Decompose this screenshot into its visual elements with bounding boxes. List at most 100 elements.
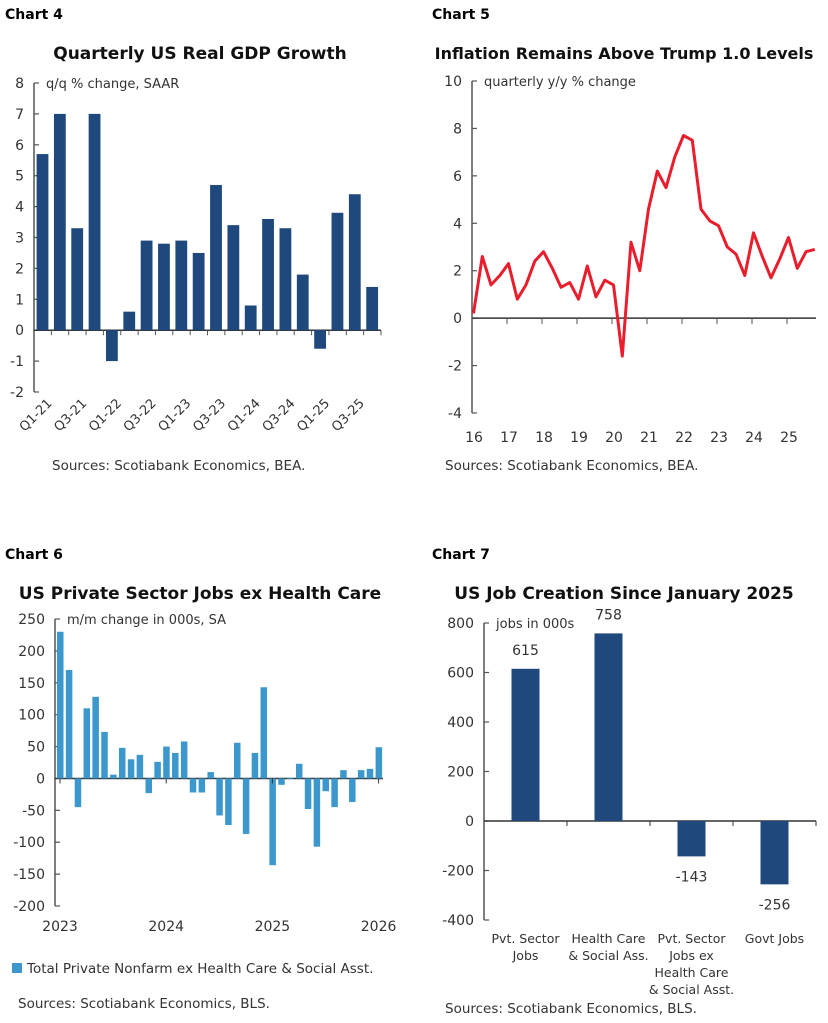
chart5-y-tick-label: -2 (448, 359, 462, 375)
chart5-y-tick-label: 2 (453, 264, 462, 280)
chart6-bar (313, 778, 321, 847)
chart4-x-tick-label: Q3-24 (260, 396, 299, 435)
chart7-y-tick-label: 400 (447, 715, 474, 731)
chart7-x-tick-label: Jobs (512, 948, 539, 963)
chart4-x-tick-label: Q1-23 (156, 396, 195, 435)
chart4-bar (53, 113, 66, 331)
chart4-x-tick-label: Q3-25 (329, 396, 368, 435)
chart4-y-tick-label: 3 (15, 231, 24, 247)
chart4-x-tick-label: Q3-22 (121, 396, 160, 435)
chart6-bar (136, 754, 144, 779)
chart5-y-tick-label: 8 (453, 121, 462, 137)
chart4-bar (244, 305, 257, 331)
chart6-y-tick-label: 0 (36, 771, 45, 787)
chart7-data-label: -143 (676, 869, 708, 885)
chart6-bar (269, 778, 276, 866)
chart4-bar (123, 311, 136, 331)
chart4-title: Quarterly US Real GDP Growth (53, 44, 347, 64)
chart4-y-tick-label: -1 (10, 354, 24, 370)
chart7-x-tick-label: & Social Asst. (649, 982, 734, 997)
chart6-bar (216, 778, 223, 816)
chart6-bar (180, 741, 188, 779)
chart4-bar (348, 194, 361, 331)
chart7-data-label: -256 (759, 897, 791, 913)
chart4-bar (210, 184, 222, 331)
chart5-y-tick-label: 10 (444, 74, 462, 90)
chart6-legend-label: Total Private Nonfarm ex Health Care & S… (26, 961, 373, 977)
chart4-bar (106, 330, 118, 362)
chart6-bar (101, 731, 108, 779)
chart4-source: Sources: Scotiabank Economics, BEA. (52, 458, 305, 474)
chart6-y-tick-label: 100 (18, 708, 45, 724)
chart7-x-tick-label: & Social Ass. (568, 948, 648, 963)
chart6-bar (260, 687, 268, 779)
chart5-y-tick-label: 4 (453, 216, 462, 232)
chart4-bar (175, 240, 188, 331)
chart6-y-tick-label: 200 (18, 644, 45, 660)
chart6-y-tick-label: -50 (22, 803, 45, 819)
chart7-source: Sources: Scotiabank Economics, BLS. (445, 1001, 697, 1017)
chart6-bar (110, 774, 117, 779)
chart6-x-tick-label: 2023 (42, 919, 78, 935)
chart7-x-tick-label: Pvt. Sector (658, 931, 727, 946)
chart7-bar (594, 633, 623, 821)
chart6-bar (357, 770, 365, 779)
chart4-y-tick-label: -2 (10, 385, 24, 401)
chart4-bar (331, 212, 344, 331)
chart6-bar (375, 747, 383, 779)
chart7-label: Chart 7 (432, 547, 490, 563)
chart4-bar (296, 274, 309, 331)
chart4-bar (366, 286, 379, 331)
chart5-title: Inflation Remains Above Trump 1.0 Levels (434, 44, 814, 63)
chart6-y-tick-label: 150 (18, 676, 45, 692)
chart7-x-tick-label: Health Care (572, 931, 646, 946)
chart7-bar (511, 668, 540, 821)
chart6-y-tick-label: -150 (13, 867, 45, 883)
chart7-x-tick-label: Health Care (655, 965, 729, 980)
chart4-x-tick-label: Q1-21 (17, 396, 56, 435)
chart7-y-tick-label: 0 (465, 814, 474, 830)
chart6-bar (74, 778, 82, 808)
chart7-bar (760, 821, 789, 885)
chart7-x-tick-label: Pvt. Sector (492, 931, 561, 946)
chart4-x-tick-label: Q1-25 (294, 396, 333, 435)
chart7-y-tick-label: 600 (447, 666, 474, 682)
chart6-bar (92, 696, 99, 779)
chart6-bar (189, 778, 197, 793)
chart6-bar (83, 708, 91, 779)
chart6-legend-swatch (12, 963, 22, 973)
chart5-x-tick-label: 16 (465, 430, 483, 446)
chart6-bar (127, 759, 135, 779)
chart5-x-tick-label: 17 (500, 430, 518, 446)
chart6-bar (57, 631, 64, 779)
chart6-bar (349, 778, 356, 803)
chart4-x-tick-label: Q3-23 (190, 396, 229, 435)
chart7-y-tick-label: -400 (442, 913, 474, 929)
chart6-bar (340, 770, 347, 779)
chart4-bar (88, 113, 101, 331)
chart4-bar (192, 252, 205, 331)
chart7-ylabel: jobs in 000s (495, 617, 575, 632)
chart7-data-label: 758 (595, 607, 622, 623)
chart6-x-tick-label: 2025 (255, 919, 291, 935)
chart4-bar (262, 218, 274, 331)
chart4-y-tick-label: 0 (15, 323, 24, 339)
chart6-bar (287, 777, 294, 779)
chart4-ylabel: q/q % change, SAAR (46, 77, 179, 92)
chart6-bar (331, 778, 338, 808)
chart5-x-tick-label: 25 (780, 430, 798, 446)
chart6-bar (154, 761, 161, 779)
chart6-y-tick-label: 250 (18, 612, 45, 628)
chart6-x-tick-label: 2026 (361, 919, 397, 935)
chart5-x-tick-label: 23 (710, 430, 728, 446)
chart4-bar (71, 228, 84, 331)
chart5-line-series (472, 134, 816, 358)
chart6-bar (172, 752, 179, 779)
chart5-y-tick-label: 6 (453, 169, 462, 185)
chart6-ylabel: m/m change in 000s, SA (67, 613, 226, 628)
chart4-x-tick-label: Q1-24 (225, 396, 264, 435)
chart6-bar (234, 742, 241, 779)
chart6-title: US Private Sector Jobs ex Health Care (18, 584, 382, 604)
chart6-bar (145, 778, 152, 794)
